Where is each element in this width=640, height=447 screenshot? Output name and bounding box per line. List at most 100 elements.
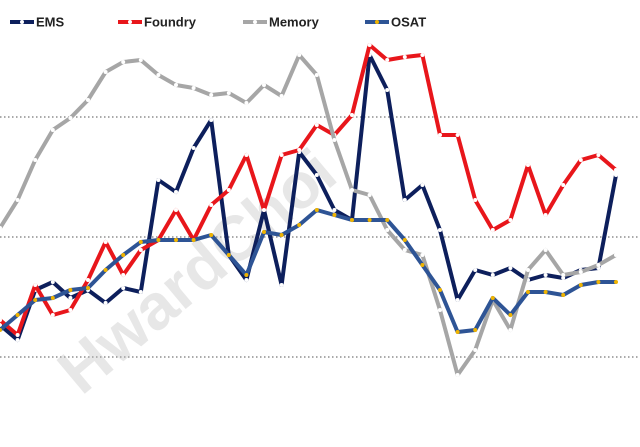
data-point: [279, 153, 284, 157]
legend-item: OSAT: [365, 14, 426, 29]
data-point: [508, 328, 513, 332]
legend-marker: [375, 20, 379, 24]
data-point: [614, 253, 618, 257]
data-point: [578, 283, 583, 287]
data-point: [103, 301, 108, 305]
series-line: [0, 43, 618, 337]
legend-label: OSAT: [391, 14, 426, 29]
data-point: [385, 88, 390, 92]
data-point: [438, 228, 442, 232]
data-point: [490, 273, 495, 277]
series-line: [0, 53, 618, 342]
legend-item: EMS: [10, 14, 65, 29]
data-point: [402, 55, 407, 59]
data-point: [15, 313, 20, 317]
data-point: [191, 146, 196, 150]
data-point: [473, 328, 478, 332]
data-point: [226, 188, 231, 192]
legend-item: Foundry: [118, 14, 197, 29]
data-point: [50, 280, 55, 284]
data-point: [209, 118, 214, 122]
data-point: [279, 233, 284, 237]
data-point: [138, 290, 143, 294]
data-point: [191, 86, 196, 90]
data-point: [596, 153, 601, 157]
legend-marker: [253, 20, 257, 24]
data-point: [420, 263, 425, 267]
data-point: [121, 273, 126, 277]
data-point: [244, 153, 249, 157]
series-line: [0, 208, 616, 334]
data-point: [350, 218, 354, 222]
data-point: [385, 228, 390, 232]
data-point: [15, 198, 20, 202]
data-point: [226, 91, 231, 95]
data-point: [156, 238, 161, 242]
data-point: [138, 248, 143, 252]
data-point: [279, 283, 284, 287]
data-point: [226, 253, 231, 257]
data-point: [174, 208, 178, 212]
data-point: [68, 296, 73, 300]
data-point: [402, 248, 407, 252]
data-point: [332, 208, 337, 212]
data-point: [15, 333, 20, 337]
data-point: [367, 218, 372, 222]
data-point: [455, 298, 460, 302]
data-point: [121, 253, 126, 257]
data-point: [367, 43, 372, 47]
data-point: [0, 323, 2, 327]
data-point: [297, 148, 302, 152]
data-point: [33, 298, 38, 302]
data-point: [561, 276, 566, 280]
data-point: [526, 268, 530, 272]
data-point: [420, 253, 425, 257]
data-point: [0, 226, 2, 230]
data-point: [174, 238, 178, 242]
data-point: [490, 228, 495, 232]
data-point: [455, 133, 460, 137]
data-point: [209, 203, 214, 207]
data-point: [262, 83, 266, 87]
data-point: [262, 230, 266, 234]
data-point: [367, 193, 372, 197]
data-point: [0, 318, 2, 322]
data-point: [402, 198, 407, 202]
data-point: [314, 73, 319, 77]
data-point: [86, 278, 90, 282]
data-point: [68, 288, 73, 292]
data-point: [297, 223, 302, 227]
data-point: [561, 273, 566, 277]
data-point: [138, 240, 143, 244]
data-point: [578, 270, 583, 274]
legend-marker: [20, 20, 24, 24]
data-point: [508, 266, 513, 270]
data-point: [438, 308, 442, 312]
data-point: [508, 218, 513, 222]
data-point: [191, 238, 196, 242]
data-point: [50, 296, 55, 300]
data-point: [174, 190, 178, 194]
data-point: [244, 278, 249, 282]
legend-label: EMS: [36, 14, 65, 29]
data-point: [103, 70, 108, 74]
data-point: [314, 123, 319, 127]
data-point: [314, 208, 319, 212]
data-point: [596, 263, 601, 267]
data-point: [121, 60, 126, 64]
data-point: [438, 288, 442, 292]
data-point: [33, 283, 38, 287]
data-point: [103, 240, 108, 244]
data-point: [438, 133, 442, 137]
data-point: [279, 94, 284, 98]
data-point: [68, 308, 73, 312]
data-point: [50, 313, 55, 317]
data-point: [0, 328, 2, 332]
data-point: [297, 53, 302, 57]
data-point: [156, 178, 161, 182]
data-point: [543, 248, 548, 252]
data-point: [332, 213, 337, 217]
data-point: [473, 198, 478, 202]
data-point: [33, 158, 38, 162]
